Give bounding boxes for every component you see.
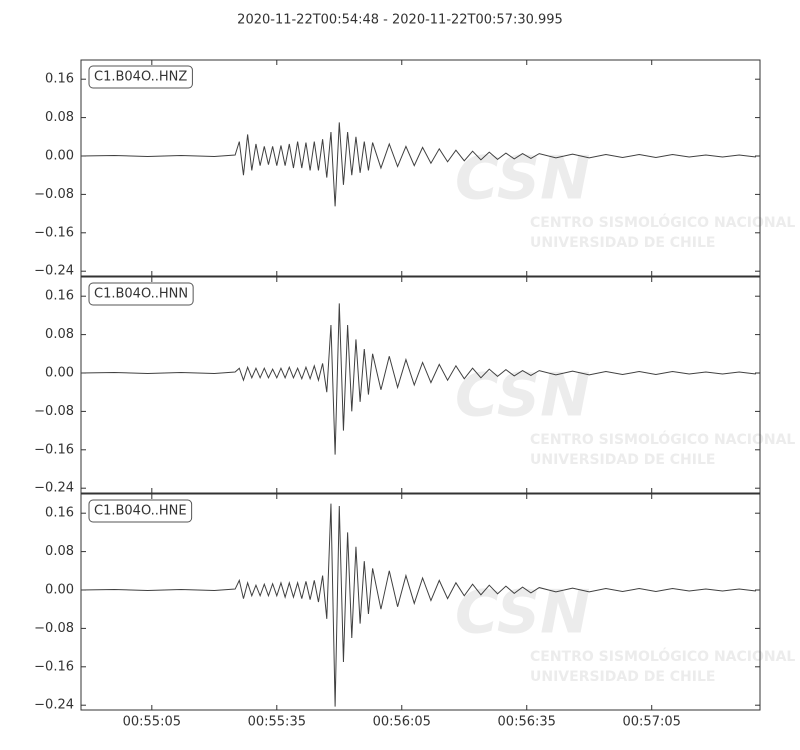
y-tick-label: 0.16 bbox=[45, 506, 74, 521]
watermark-line: UNIVERSIDAD DE CHILE bbox=[530, 235, 715, 251]
y-tick-label: −0.24 bbox=[34, 481, 74, 496]
y-tick-label: 0.16 bbox=[45, 72, 74, 87]
y-tick-label: 0.00 bbox=[45, 149, 74, 164]
y-tick-label: 0.08 bbox=[45, 544, 74, 559]
waveform bbox=[80, 303, 756, 455]
y-tick-label: −0.08 bbox=[34, 187, 74, 202]
watermark-line: UNIVERSIDAD DE CHILE bbox=[530, 452, 715, 468]
x-tick-label: 00:56:05 bbox=[373, 715, 431, 730]
legend-label: C1.B04O..HNN bbox=[94, 287, 188, 302]
chart-title: 2020-11-22T00:54:48 - 2020-11-22T00:57:3… bbox=[237, 13, 563, 28]
watermark-line: CENTRO SISMOLÓGICO NACIONAL bbox=[530, 213, 795, 231]
y-tick-label: −0.24 bbox=[34, 264, 74, 279]
y-tick-label: 0.08 bbox=[45, 327, 74, 342]
y-tick-label: 0.00 bbox=[45, 583, 74, 598]
watermark-line: CENTRO SISMOLÓGICO NACIONAL bbox=[530, 647, 795, 665]
legend-label: C1.B04O..HNE bbox=[94, 504, 187, 519]
y-tick-label: −0.08 bbox=[34, 621, 74, 636]
legend-box bbox=[88, 499, 193, 523]
y-tick-label: 0.00 bbox=[45, 366, 74, 381]
waveform bbox=[80, 122, 756, 207]
y-tick-label: −0.16 bbox=[34, 442, 74, 457]
watermark-line: UNIVERSIDAD DE CHILE bbox=[530, 669, 715, 685]
y-tick-label: 0.16 bbox=[45, 289, 74, 304]
x-tick-label: 00:55:35 bbox=[248, 715, 306, 730]
panel-frame bbox=[80, 59, 761, 277]
y-tick-label: −0.08 bbox=[34, 404, 74, 419]
y-tick-label: −0.16 bbox=[34, 225, 74, 240]
y-tick-label: −0.24 bbox=[34, 698, 74, 713]
y-tick-label: −0.16 bbox=[34, 659, 74, 674]
legend-box bbox=[88, 282, 194, 306]
y-tick-label: 0.08 bbox=[45, 110, 74, 125]
legend-label: C1.B04O..HNZ bbox=[94, 70, 187, 85]
x-tick-label: 00:56:35 bbox=[498, 715, 556, 730]
x-tick-label: 00:57:05 bbox=[623, 715, 681, 730]
waveform bbox=[80, 503, 756, 707]
panel-frame bbox=[80, 276, 761, 494]
panel-frame bbox=[80, 493, 761, 711]
watermark-line: CENTRO SISMOLÓGICO NACIONAL bbox=[530, 430, 795, 448]
legend-box bbox=[88, 65, 193, 89]
x-tick-label: 00:55:05 bbox=[123, 715, 181, 730]
